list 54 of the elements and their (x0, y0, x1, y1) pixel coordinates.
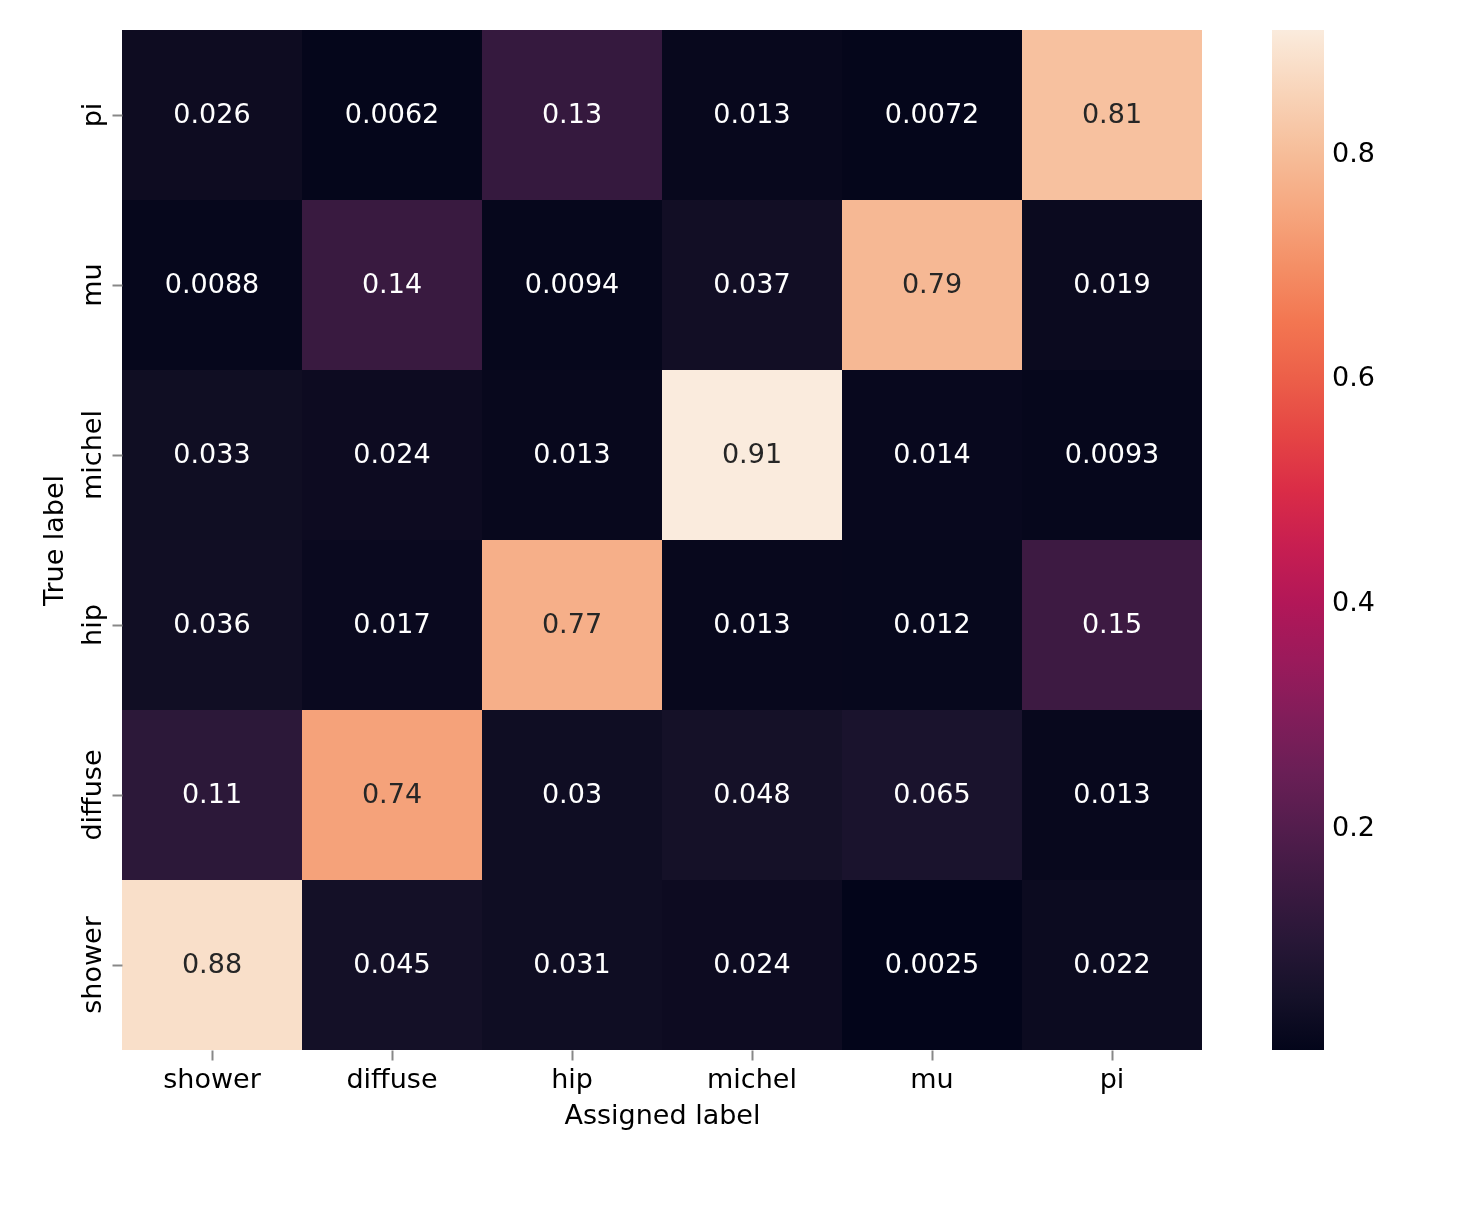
x-tick-label: pi (1099, 1062, 1125, 1094)
data-label: 0.88 (181, 948, 243, 979)
y-tick-label: diffuse (75, 749, 107, 841)
data-label: 0.022 (1073, 948, 1151, 979)
data-label: 0.13 (541, 98, 603, 129)
data-label: 0.0062 (344, 98, 440, 129)
data-label: 0.0072 (884, 98, 980, 129)
data-label: 0.024 (713, 948, 791, 979)
y-tick-label: michel (75, 410, 107, 500)
x-axis-title: Assigned label (564, 1098, 761, 1130)
data-label: 0.11 (181, 778, 243, 809)
data-label: 0.0025 (884, 948, 980, 979)
data-label: 0.045 (353, 948, 431, 979)
x-tick-label: diffuse (346, 1062, 438, 1094)
x-tick-label: hip (551, 1062, 593, 1094)
color-bar-label: 0.2 (1332, 811, 1375, 843)
data-label: 0.014 (893, 438, 971, 469)
data-label: 0.065 (893, 778, 971, 809)
data-label: 0.036 (173, 608, 251, 639)
y-tick-label: hip (75, 604, 107, 646)
data-label: 0.012 (893, 608, 971, 639)
data-label: 0.024 (353, 438, 431, 469)
data-label: 0.017 (353, 608, 431, 639)
x-tick-label: michel (707, 1062, 797, 1094)
x-tick-label: shower (163, 1062, 262, 1094)
y-axis-title: True label (37, 474, 69, 608)
data-label: 0.013 (713, 608, 791, 639)
color-bar-label: 0.8 (1332, 136, 1375, 168)
y-tick-label: shower (75, 915, 107, 1014)
data-label: 0.79 (901, 268, 963, 299)
data-label: 0.013 (533, 438, 611, 469)
data-label: 0.0088 (164, 268, 260, 299)
color-bar-label: 0.4 (1332, 586, 1375, 618)
data-label: 0.013 (713, 98, 791, 129)
data-label: 0.033 (173, 438, 251, 469)
data-label: 0.0093 (1064, 438, 1160, 469)
data-label: 0.91 (721, 438, 783, 469)
y-tick-label: pi (75, 102, 107, 128)
data-label: 0.037 (713, 268, 791, 299)
y-tick-label: mu (75, 263, 107, 307)
data-label: 0.15 (1081, 608, 1143, 639)
data-label: 0.74 (361, 778, 423, 809)
color-bar-label: 0.6 (1332, 361, 1375, 393)
data-label: 0.14 (361, 268, 423, 299)
data-label: 0.019 (1073, 268, 1151, 299)
data-label: 0.026 (173, 98, 251, 129)
data-label: 0.048 (713, 778, 791, 809)
data-label: 0.013 (1073, 778, 1151, 809)
x-tick-label: mu (910, 1062, 954, 1094)
data-label: 0.031 (533, 948, 611, 979)
data-label: 0.77 (541, 608, 603, 639)
data-label: 0.0094 (524, 268, 620, 299)
data-label: 0.03 (541, 778, 603, 809)
data-label: 0.81 (1081, 98, 1143, 129)
